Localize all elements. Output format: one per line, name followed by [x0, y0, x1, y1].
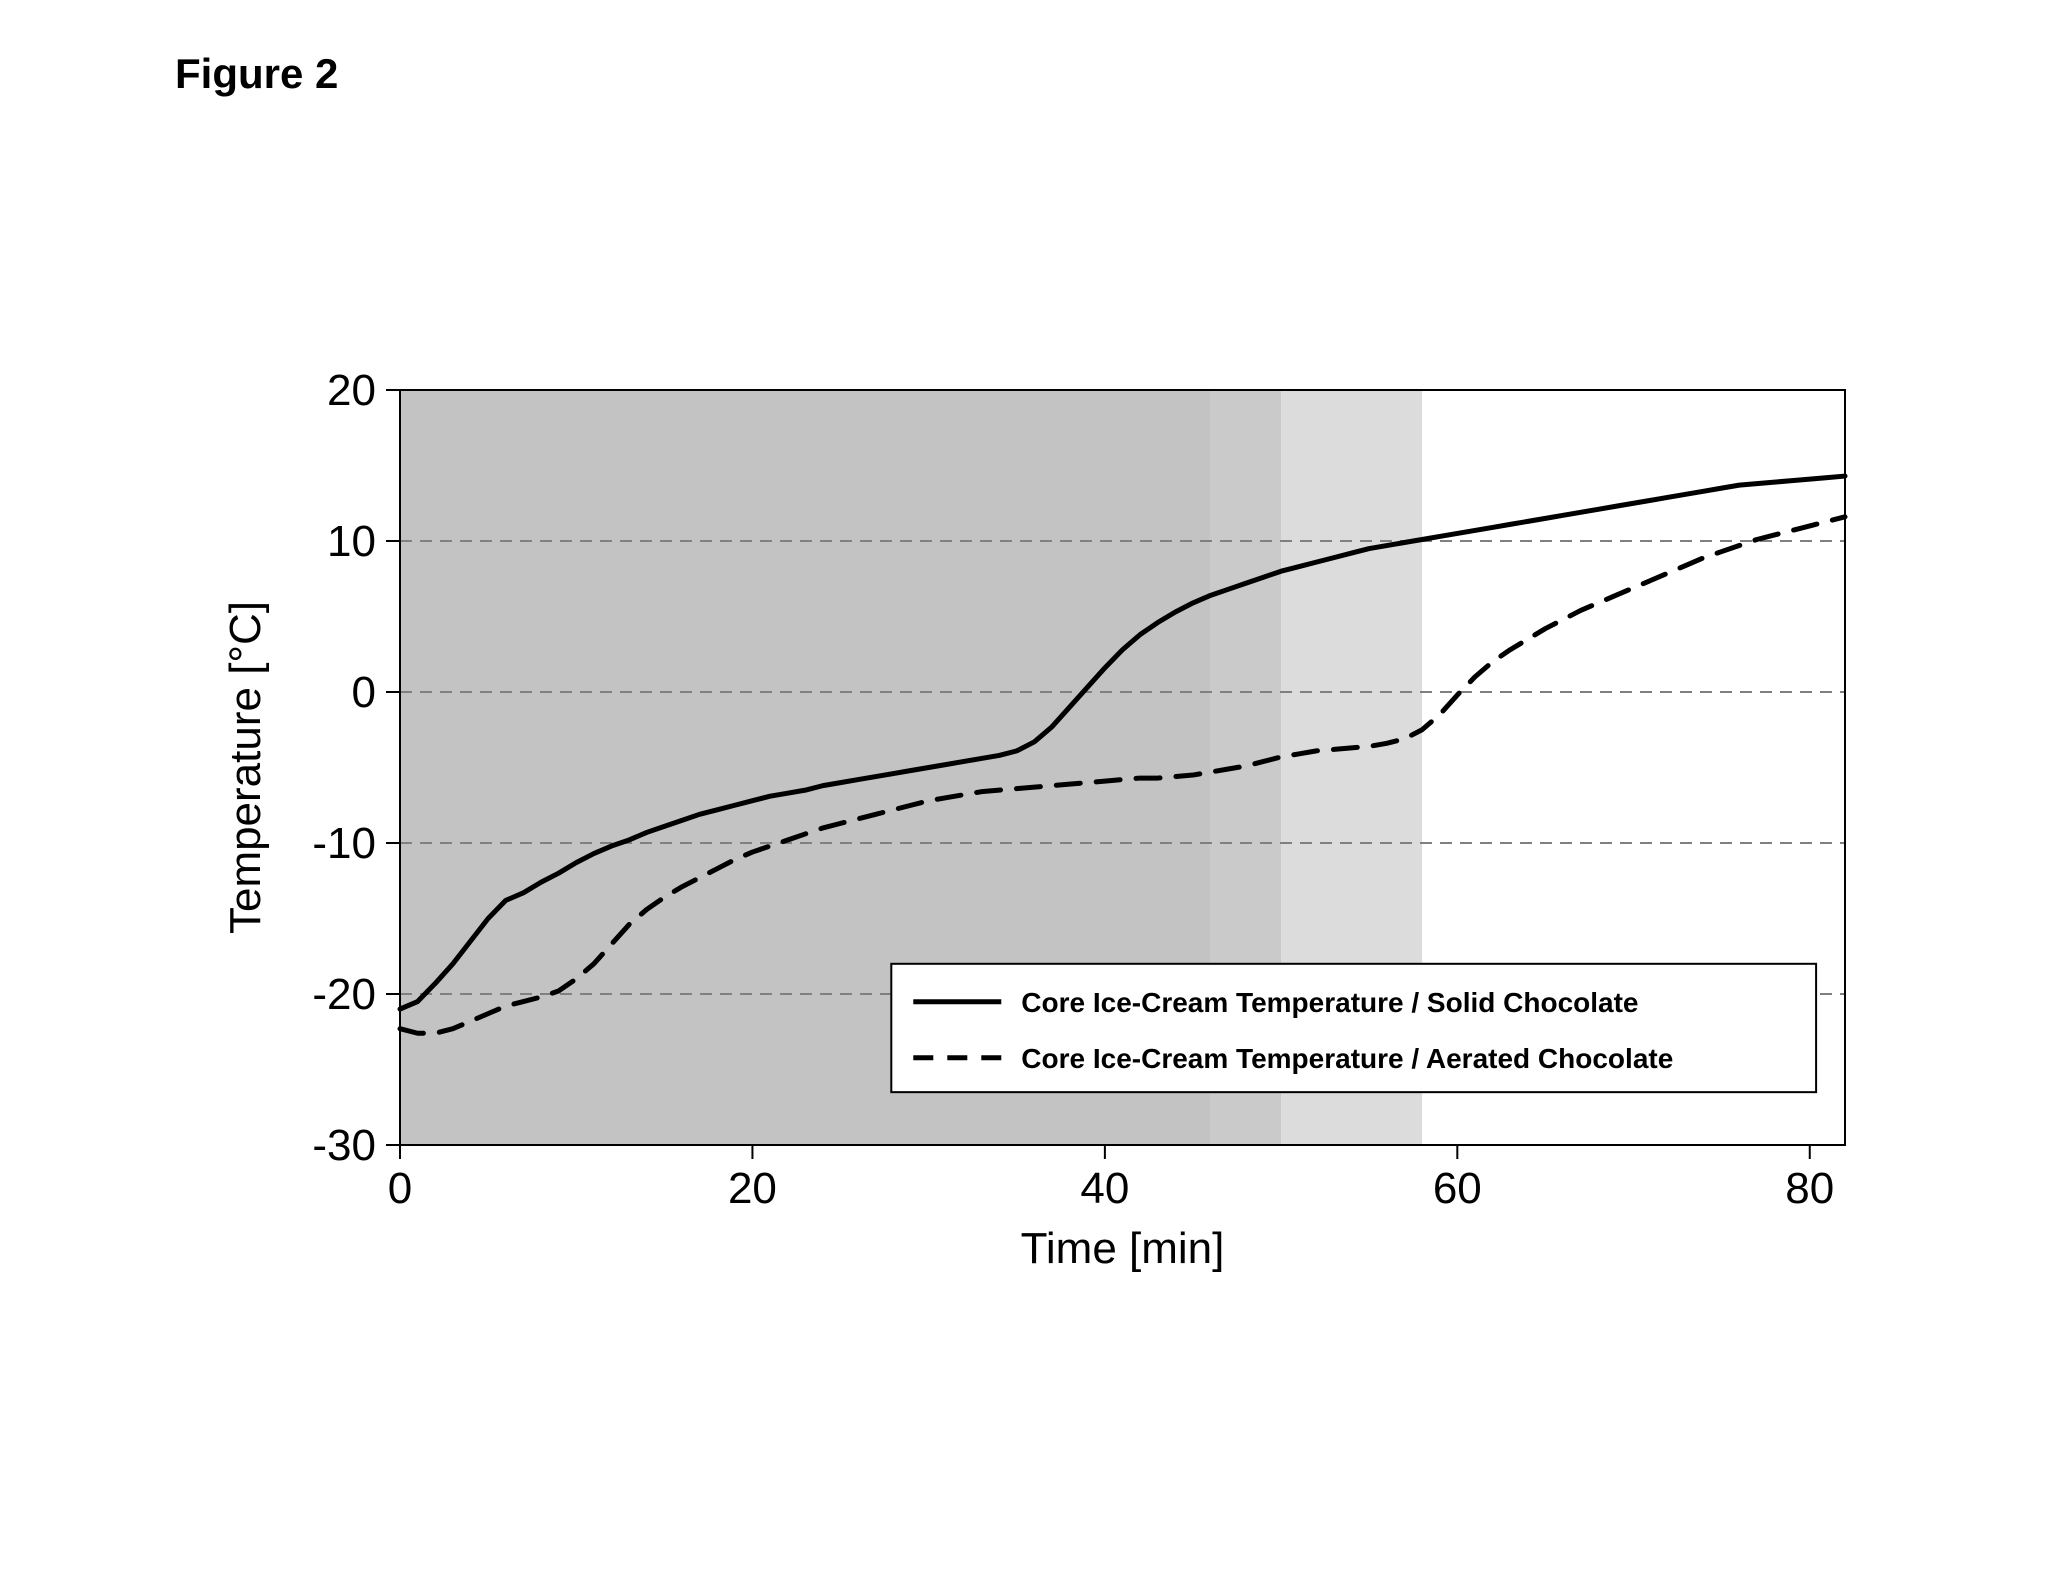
chart-xtick-label: 80: [1785, 1164, 1834, 1213]
temperature-chart: -30 -20 -10 0 10 20 0 20 40 60 80 Time [min] Tempera…: [155, 350, 1905, 1400]
chart-ytick-label: -30: [312, 1121, 376, 1170]
chart-xtick-label: 20: [728, 1164, 777, 1213]
chart-ytick-label: 10: [327, 517, 376, 566]
chart-ytick-label: -10: [312, 819, 376, 868]
page: Figure 2 -30 -20 -10 0 10 20 0 20 40 60 80 Time [mi…: [0, 0, 2059, 1584]
chart-legend-label: Core Ice-Cream Temperature / Aerated Cho…: [1021, 1043, 1673, 1074]
figure-title: Figure 2: [175, 50, 338, 98]
chart-ylabel: Temperature [°C]: [221, 601, 270, 934]
chart-ytick-label: 0: [352, 668, 376, 717]
chart-xtick-label: 0: [388, 1164, 412, 1213]
chart-svg: -30 -20 -10 0 10 20 0 20 40 60 80 Time [min] Tempera…: [155, 350, 1905, 1400]
chart-ytick-label: -20: [312, 970, 376, 1019]
chart-xlabel: Time [min]: [1021, 1224, 1225, 1273]
chart-legend-label: Core Ice-Cream Temperature / Solid Choco…: [1021, 987, 1638, 1018]
chart-xtick-label: 60: [1433, 1164, 1482, 1213]
chart-xtick-label: 40: [1080, 1164, 1129, 1213]
chart-ytick-label: 20: [327, 366, 376, 415]
